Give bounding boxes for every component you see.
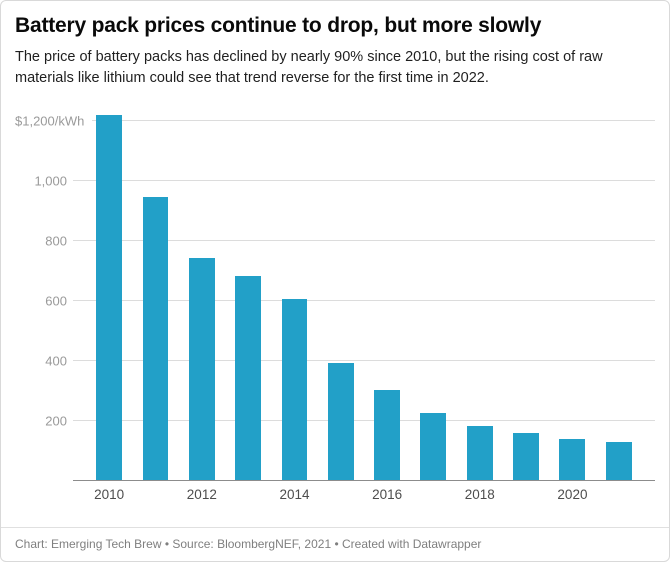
gridline-1000	[73, 180, 655, 182]
y-tick-label-1200: $1,200/kWh	[15, 114, 93, 128]
y-tick-label-200: 200	[45, 413, 67, 429]
bar-2019	[513, 432, 540, 482]
bar-2016	[374, 390, 401, 482]
y-tick-label-1000: 1,000	[34, 173, 67, 189]
x-tick-2011	[132, 487, 178, 504]
gridline-600	[73, 300, 655, 302]
bar-2010	[96, 115, 123, 482]
bar-slot-2017	[410, 103, 456, 482]
x-tick-2021	[596, 487, 642, 504]
chart-title: Battery pack prices continue to drop, bu…	[15, 14, 542, 37]
x-tick-2017	[410, 487, 456, 504]
bar-slot-2019	[503, 103, 549, 482]
bar-2012	[188, 258, 215, 482]
bar-slot-2018	[457, 103, 503, 482]
x-axis-baseline	[73, 480, 655, 482]
y-tick-label-600: 600	[45, 293, 67, 309]
bar-2020	[559, 439, 586, 482]
x-tick-2014: 2014	[279, 487, 310, 503]
x-tick-2012: 2012	[186, 487, 217, 503]
chart-header: Battery pack prices continue to drop, bu…	[1, 1, 669, 89]
bar-2018	[466, 425, 493, 482]
y-tick-label-400: 400	[45, 353, 67, 369]
bar-slot-2015	[318, 103, 364, 482]
x-axis-labels: 2010 2012 2014 2016 2018 2020	[73, 481, 655, 504]
bar-slot-2012	[179, 103, 225, 482]
chart-footer: Chart: Emerging Tech Brew • Source: Bloo…	[1, 527, 669, 561]
x-tick-2013	[225, 487, 271, 504]
chart-subtitle: The price of battery packs has declined …	[15, 49, 603, 87]
credit-line: Chart: Emerging Tech Brew • Source: Bloo…	[15, 537, 482, 551]
bar-2015	[327, 363, 354, 482]
bar-2011	[142, 197, 169, 482]
bar-slot-2013	[225, 103, 271, 482]
y-tick-label-800: 800	[45, 233, 67, 249]
bar-slot-2021	[596, 103, 642, 482]
gridline-800	[73, 240, 655, 242]
gridline-400	[73, 360, 655, 362]
plot-area: 200 400 600 800 1,000 $1,200/kWh	[15, 103, 655, 482]
bar-slot-2011	[132, 103, 178, 482]
bar-2014	[281, 299, 308, 482]
chart-region: 200 400 600 800 1,000 $1,200/kWh 2010 2012 2014…	[1, 103, 669, 504]
bar-slot-2020	[549, 103, 595, 482]
bar-2017	[420, 413, 447, 482]
gridline-200	[73, 420, 655, 422]
x-tick-2018: 2018	[464, 487, 495, 503]
x-tick-2010: 2010	[94, 487, 125, 503]
bar-2013	[235, 276, 262, 482]
x-tick-2016: 2016	[372, 487, 403, 503]
x-tick-2015	[318, 487, 364, 504]
bars	[73, 103, 655, 482]
bar-slot-2016	[364, 103, 410, 482]
x-tick-2020: 2020	[557, 487, 588, 503]
gridline-1200	[73, 120, 655, 122]
bar-slot-2010	[86, 103, 132, 482]
bar-2021	[605, 441, 632, 482]
bar-slot-2014	[271, 103, 317, 482]
x-tick-2019	[503, 487, 549, 504]
